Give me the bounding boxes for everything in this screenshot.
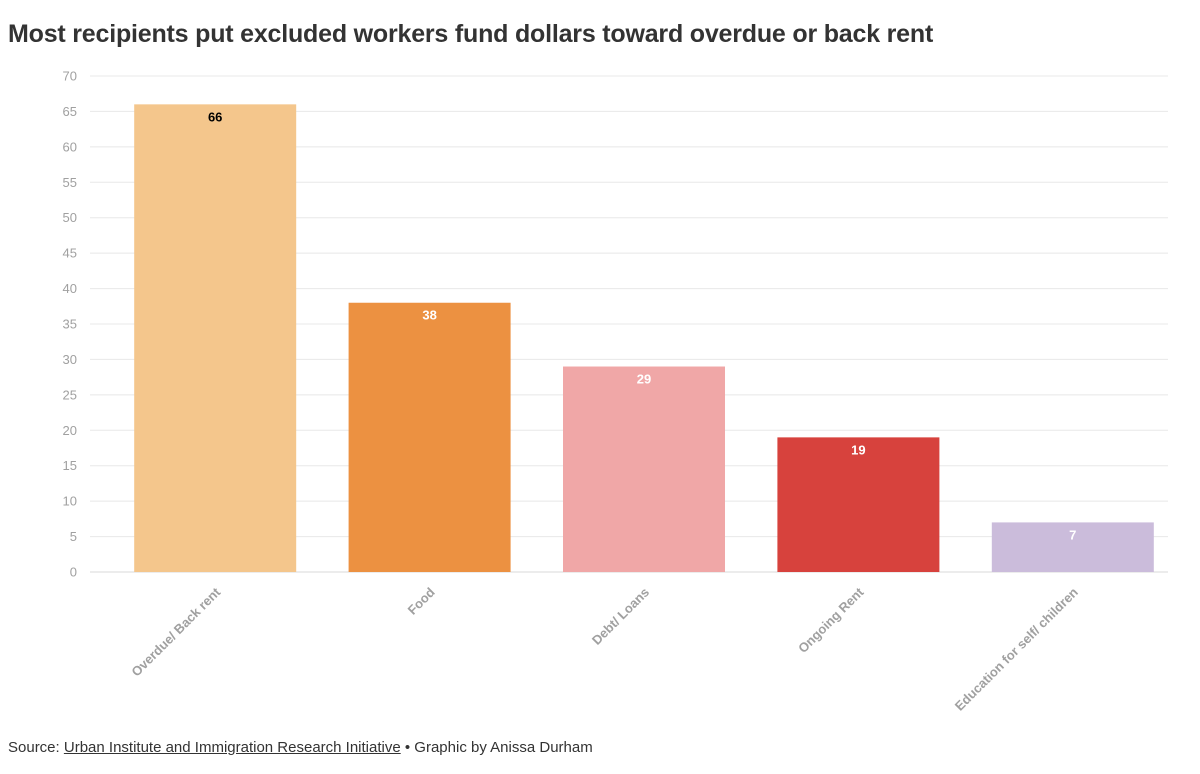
x-tick-label: Overdue/ Back rent — [128, 584, 223, 679]
data-label: 29 — [637, 372, 651, 387]
y-tick-label: 40 — [63, 281, 77, 296]
bar — [134, 104, 297, 572]
bar — [348, 302, 511, 572]
data-label: 38 — [422, 308, 436, 323]
graphic-credit: Graphic by Anissa Durham — [414, 739, 593, 756]
y-tick-label: 30 — [63, 352, 77, 367]
data-label: 66 — [208, 109, 222, 124]
source-separator: • — [400, 739, 415, 756]
y-tick-label: 25 — [63, 387, 77, 402]
y-tick-label: 70 — [63, 69, 77, 84]
data-label: 7 — [1069, 527, 1076, 542]
bar — [777, 437, 940, 572]
bar-chart: 0 5 10 15 20 25 30 35 40 45 50 55 60 65 70 66 38 29 19 7 O… — [63, 69, 1168, 714]
y-tick-label: 0 — [70, 565, 77, 580]
y-tick-label: 65 — [63, 104, 77, 119]
y-tick-label: 10 — [63, 494, 77, 509]
y-axis-ticks: 0 5 10 15 20 25 30 35 40 45 50 55 60 65 70 — [63, 69, 77, 580]
x-tick-label: Food — [405, 584, 438, 617]
y-tick-label: 15 — [63, 458, 77, 473]
x-tick-label: Ongoing Rent — [795, 584, 867, 656]
source-link[interactable]: Urban Institute and Immigration Research… — [63, 739, 401, 756]
x-axis-ticks: Overdue/ Back rent Food Debt/ Loans Ongoing… — [128, 584, 1081, 714]
y-tick-label: 5 — [70, 529, 77, 544]
source-prefix: Source: — [8, 739, 64, 756]
y-tick-label: 20 — [63, 423, 77, 438]
chart-title: Most recipients put excluded workers fun… — [8, 20, 934, 48]
source-footer: Source: Urban Institute and Immigration … — [8, 739, 593, 756]
y-tick-label: 35 — [63, 317, 77, 332]
bar — [563, 366, 725, 572]
y-tick-label: 55 — [63, 175, 77, 190]
y-tick-label: 60 — [63, 139, 77, 154]
y-tick-label: 45 — [63, 246, 77, 261]
bar — [991, 522, 1154, 572]
data-label: 19 — [851, 442, 865, 457]
x-tick-label: Debt/ Loans — [589, 585, 652, 648]
y-tick-label: 50 — [63, 210, 77, 225]
x-tick-label: Education for self/ children — [952, 584, 1081, 713]
bars: 66 38 29 19 7 — [134, 104, 1154, 572]
